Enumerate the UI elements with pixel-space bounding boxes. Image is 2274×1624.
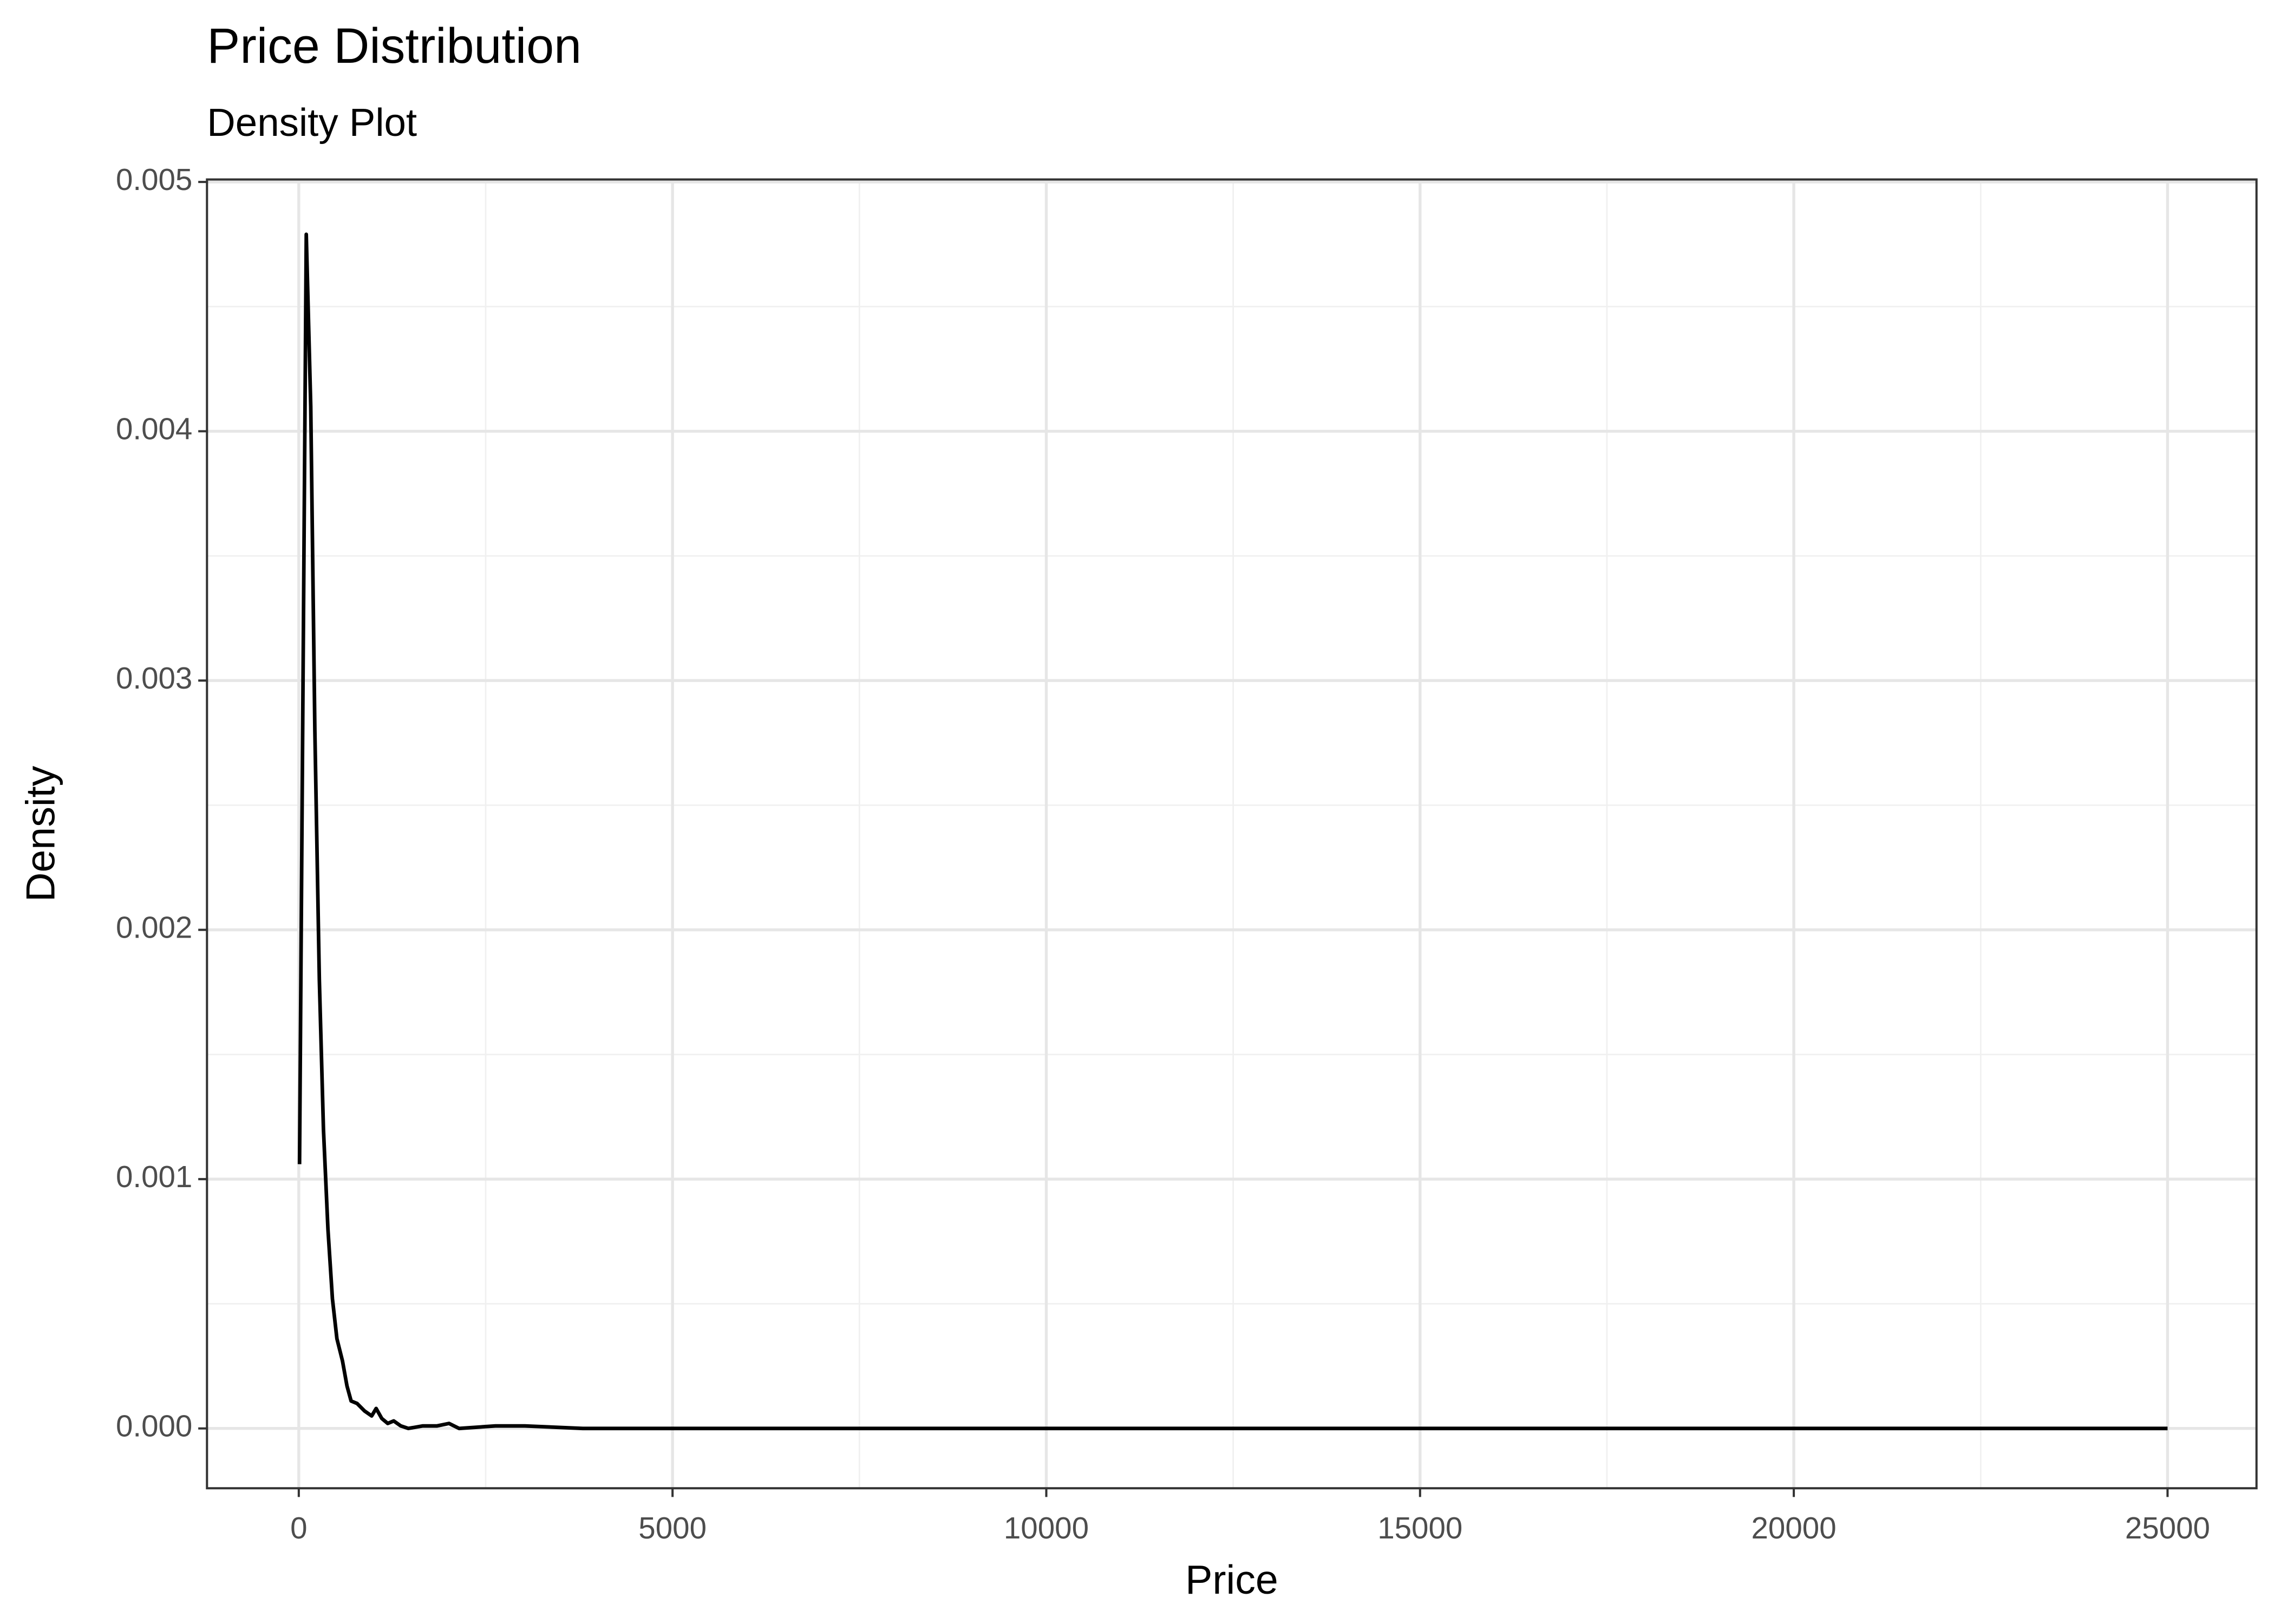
y-tick-label: 0.002 (116, 911, 192, 945)
y-axis-title: Density (18, 765, 63, 902)
x-tick-label: 0 (290, 1511, 307, 1545)
y-tick-label: 0.000 (116, 1409, 192, 1443)
chart-subtitle: Density Plot (207, 101, 417, 145)
x-tick-label: 20000 (1752, 1511, 1837, 1545)
x-tick-label: 5000 (638, 1511, 707, 1545)
y-tick-label: 0.003 (116, 661, 192, 695)
x-axis-title: Price (1185, 1557, 1278, 1602)
density-line (297, 232, 2168, 1431)
y-tick-label: 0.004 (116, 412, 192, 446)
chart-title: Price Distribution (207, 18, 581, 74)
y-tick-label: 0.005 (116, 162, 192, 197)
y-tick-label: 0.001 (116, 1160, 192, 1194)
x-tick-label: 10000 (1004, 1511, 1089, 1545)
plot-border (206, 178, 2258, 1490)
x-tick-label: 25000 (2125, 1511, 2210, 1545)
x-tick-label: 15000 (1377, 1511, 1462, 1545)
